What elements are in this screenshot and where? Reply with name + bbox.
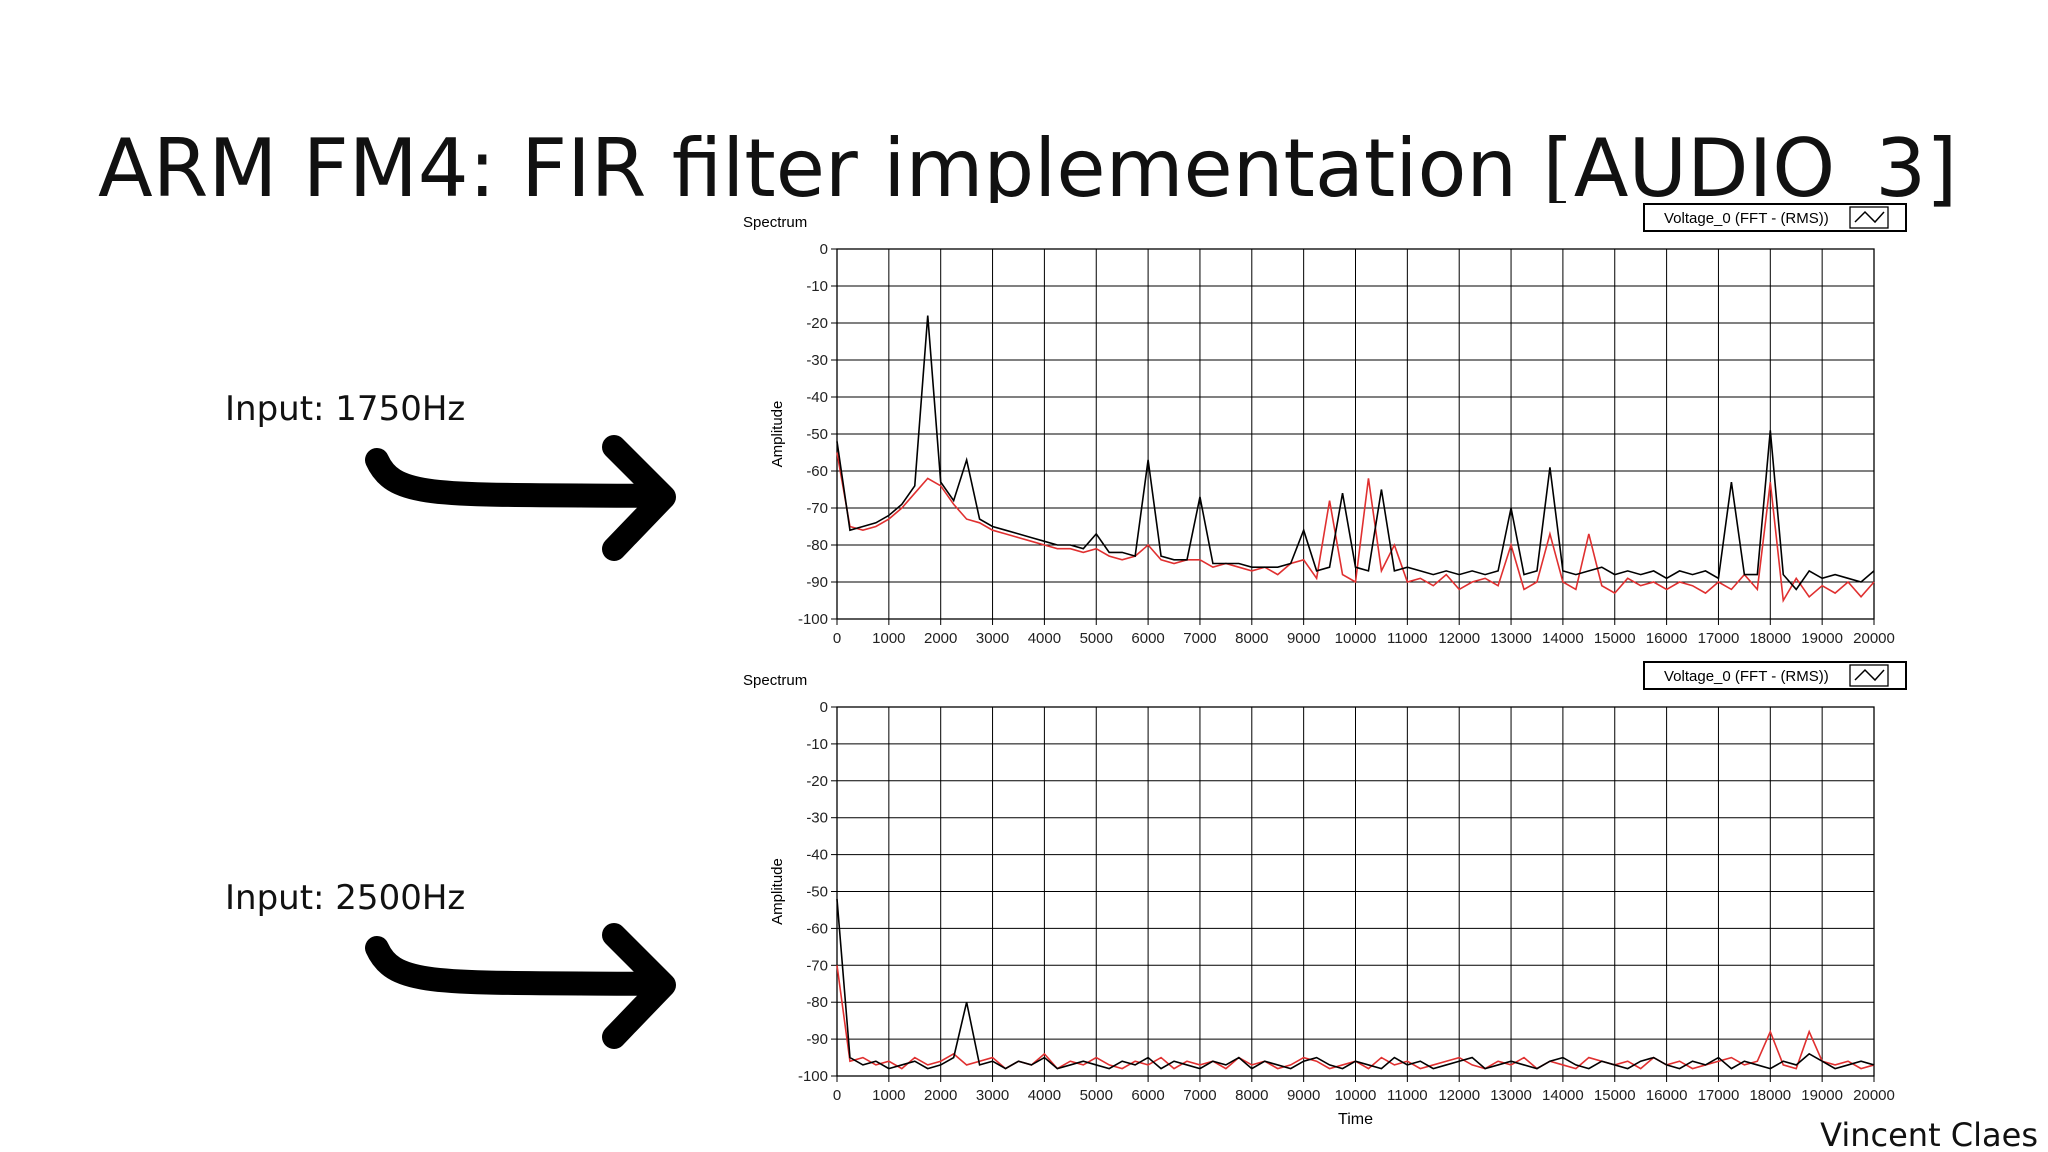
y-tick-label: -100 — [798, 1068, 828, 1085]
x-tick-label: 19000 — [1801, 630, 1843, 647]
legend-swatch — [1854, 210, 1885, 224]
x-tick-label: 4000 — [1028, 630, 1061, 647]
y-tick-label: -40 — [806, 389, 828, 406]
x-tick-label: 1000 — [872, 630, 905, 647]
x-tick-label: 18000 — [1749, 1087, 1791, 1104]
x-tick-label: 14000 — [1542, 1087, 1584, 1104]
x-tick-label: 8000 — [1235, 630, 1268, 647]
input-label: Input: 1750Hz — [225, 389, 465, 429]
y-tick-label: -100 — [798, 611, 828, 628]
y-tick-label: 0 — [820, 241, 828, 258]
x-tick-label: 11000 — [1387, 1087, 1428, 1104]
x-tick-label: 13000 — [1490, 1087, 1532, 1104]
arrow-head — [602, 435, 676, 561]
x-tick-label: 12000 — [1438, 1087, 1480, 1104]
x-tick-label: 18000 — [1749, 630, 1791, 647]
chart: Spectrum Amplitude Time 0 -10 -20 -30 -40 -50 -60… — [743, 661, 1907, 1128]
y-tick-label: -70 — [806, 957, 828, 974]
x-tick-label: 11000 — [1387, 630, 1428, 647]
y-tick-label: -10 — [806, 278, 828, 295]
y-tick-label: -60 — [806, 463, 828, 480]
y-tick-label: -20 — [806, 315, 828, 332]
x-axis-label: Time — [1338, 1111, 1373, 1128]
x-tick-label: 14000 — [1542, 630, 1584, 647]
y-tick-label: -90 — [806, 1031, 828, 1048]
x-tick-label: 12000 — [1438, 630, 1480, 647]
y-axis-label: Amplitude — [769, 858, 786, 925]
legend-label: Voltage_0 (FFT - (RMS)) — [1664, 210, 1829, 227]
x-tick-label: 5000 — [1080, 630, 1113, 647]
series-line — [836, 898, 1875, 1070]
author: Vincent Claes — [1820, 1116, 2038, 1152]
x-tick-label: 3000 — [976, 1087, 1009, 1104]
legend: Voltage_0 (FFT - (RMS)) — [1643, 203, 1907, 232]
series-line — [836, 315, 1875, 591]
input-label: Input: 2500Hz — [225, 878, 465, 918]
x-tick-label: 6000 — [1131, 1087, 1164, 1104]
x-tick-label: 0 — [833, 1087, 841, 1104]
y-tick-label: 0 — [820, 699, 828, 716]
y-tick-label: -50 — [806, 426, 828, 443]
chart: Spectrum Amplitude 0 -10 -20 -30 -40 -50 -60 -70 -… — [743, 203, 1907, 647]
x-tick-label: 16000 — [1646, 1087, 1688, 1104]
y-tick-label: -80 — [806, 537, 828, 554]
x-tick-label: 9000 — [1287, 630, 1320, 647]
x-tick-label: 2000 — [924, 1087, 957, 1104]
x-tick-label: 5000 — [1080, 1087, 1113, 1104]
y-tick-label: -40 — [806, 847, 828, 864]
y-tick-label: -20 — [806, 773, 828, 790]
y-axis-label: Amplitude — [769, 401, 786, 468]
y-tick-label: -80 — [806, 994, 828, 1011]
y-tick-label: -30 — [806, 352, 828, 369]
x-tick-label: 17000 — [1698, 1087, 1740, 1104]
y-tick-label: -70 — [806, 500, 828, 517]
legend-swatch-box — [1849, 664, 1889, 687]
x-tick-label: 20000 — [1853, 630, 1895, 647]
x-tick-label: 9000 — [1287, 1087, 1320, 1104]
arrow — [365, 448, 672, 508]
arrow-head — [602, 923, 676, 1049]
legend: Voltage_0 (FFT - (RMS)) — [1643, 661, 1907, 690]
y-tick-label: -30 — [806, 810, 828, 827]
legend-label: Voltage_0 (FFT - (RMS)) — [1664, 668, 1829, 685]
x-tick-label: 15000 — [1594, 630, 1636, 647]
x-tick-label: 4000 — [1028, 1087, 1061, 1104]
x-tick-label: 20000 — [1853, 1087, 1895, 1104]
x-tick-label: 6000 — [1131, 630, 1164, 647]
series-line — [836, 452, 1875, 603]
x-tick-label: 7000 — [1183, 1087, 1216, 1104]
chart-title: Spectrum — [743, 214, 807, 231]
arrows — [365, 435, 676, 1049]
slide-title: ARM FM4: FIR filter implementation [AUDI… — [98, 122, 1957, 215]
y-tick-label: -50 — [806, 884, 828, 901]
x-tick-label: 10000 — [1335, 1087, 1377, 1104]
chart-title: Spectrum — [743, 672, 807, 689]
x-tick-label: 17000 — [1698, 630, 1740, 647]
x-tick-label: 16000 — [1646, 630, 1688, 647]
y-tick-label: -90 — [806, 574, 828, 591]
legend-swatch-box — [1849, 206, 1889, 229]
x-tick-label: 13000 — [1490, 630, 1532, 647]
x-tick-label: 10000 — [1335, 630, 1377, 647]
x-tick-label: 8000 — [1235, 1087, 1268, 1104]
x-tick-label: 0 — [833, 630, 841, 647]
legend-swatch — [1854, 668, 1885, 682]
x-tick-label: 3000 — [976, 630, 1009, 647]
x-tick-label: 15000 — [1594, 1087, 1636, 1104]
x-tick-label: 2000 — [924, 630, 957, 647]
x-tick-label: 19000 — [1801, 1087, 1843, 1104]
arrow — [365, 936, 672, 996]
x-tick-label: 1000 — [872, 1087, 905, 1104]
y-tick-label: -60 — [806, 920, 828, 937]
y-tick-label: -10 — [806, 736, 828, 753]
x-tick-label: 7000 — [1183, 630, 1216, 647]
